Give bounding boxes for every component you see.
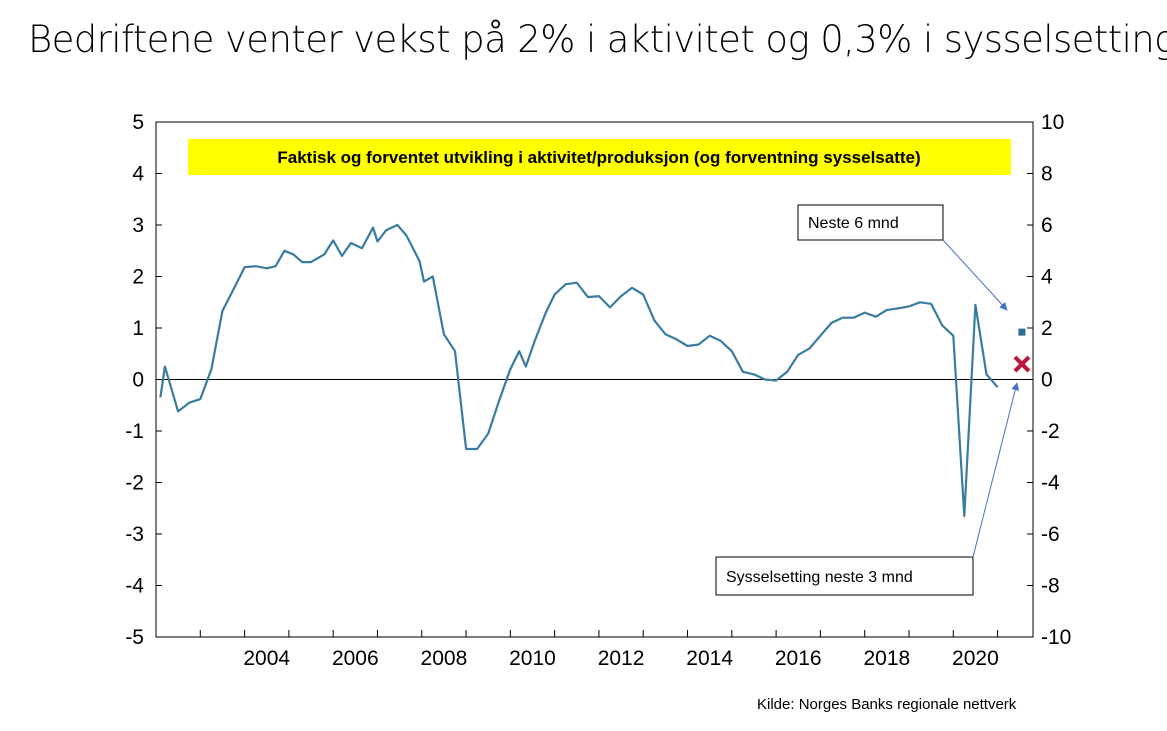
left-tick-label: 4 bbox=[132, 163, 144, 186]
left-tick-label: 5 bbox=[132, 111, 144, 134]
chart-title: Faktisk og forventet utvikling i aktivit… bbox=[277, 148, 920, 167]
left-tick-label: -3 bbox=[125, 523, 144, 546]
right-tick-label: 2 bbox=[1041, 317, 1053, 340]
series-line bbox=[159, 223, 999, 518]
right-tick-label: -4 bbox=[1041, 472, 1060, 495]
right-tick-label: -6 bbox=[1041, 523, 1060, 546]
marker-employment bbox=[1013, 355, 1031, 373]
right-tick-label: 4 bbox=[1041, 266, 1053, 289]
left-tick-label: 3 bbox=[132, 214, 144, 237]
left-tick-label: -1 bbox=[125, 420, 144, 443]
point-markers bbox=[1013, 328, 1031, 373]
x-axis: 2004 2006 2008 2010 2012 2014 2016 2018 2020 bbox=[155, 630, 999, 670]
x-tick-label: 2014 bbox=[686, 647, 733, 670]
x-tick-label: 2020 bbox=[952, 647, 999, 670]
x-tick-label: 2010 bbox=[509, 647, 556, 670]
x-tick-label: 2008 bbox=[421, 647, 468, 670]
right-tick-label: -2 bbox=[1041, 420, 1060, 443]
x-tick-label: 2012 bbox=[598, 647, 645, 670]
right-tick-label: 0 bbox=[1041, 369, 1053, 392]
x-tick-label: 2004 bbox=[243, 647, 290, 670]
left-tick-label: 1 bbox=[132, 317, 144, 340]
x-tick-label: 2016 bbox=[775, 647, 822, 670]
arrow-next6 bbox=[942, 239, 1008, 311]
callout-box-employment bbox=[715, 556, 974, 596]
right-tick-label: 8 bbox=[1041, 163, 1053, 186]
right-tick-label: -10 bbox=[1041, 626, 1071, 649]
callout-text-employment: Sysselsetting neste 3 mnd bbox=[726, 569, 913, 586]
left-tick-label: 2 bbox=[132, 266, 144, 289]
arrow-employment bbox=[972, 382, 1020, 558]
slide-title: Bedriftene venter vekst på 2% i aktivite… bbox=[28, 18, 1167, 61]
source-note: Kilde: Norges Banks regionale nettverk bbox=[757, 696, 1017, 713]
right-tick-label: 6 bbox=[1041, 214, 1053, 237]
x-tick-label: 2006 bbox=[332, 647, 379, 670]
marker-next6 bbox=[1018, 328, 1026, 336]
right-tick-label: -8 bbox=[1041, 575, 1060, 598]
left-tick-label: -5 bbox=[125, 626, 144, 649]
right-tick-label: 10 bbox=[1041, 111, 1064, 134]
left-tick-label: -2 bbox=[125, 472, 144, 495]
x-tick-label: 2018 bbox=[863, 647, 910, 670]
left-tick-label: 0 bbox=[132, 369, 144, 392]
right-axis: 10 8 6 4 2 0 -2 -4 -6 -8 -10 bbox=[1027, 111, 1071, 649]
chart-title-highlight bbox=[188, 139, 1011, 175]
callout-text-next6: Neste 6 mnd bbox=[808, 215, 899, 232]
left-tick-label: -4 bbox=[125, 575, 144, 598]
callout-box-next6 bbox=[797, 204, 944, 241]
